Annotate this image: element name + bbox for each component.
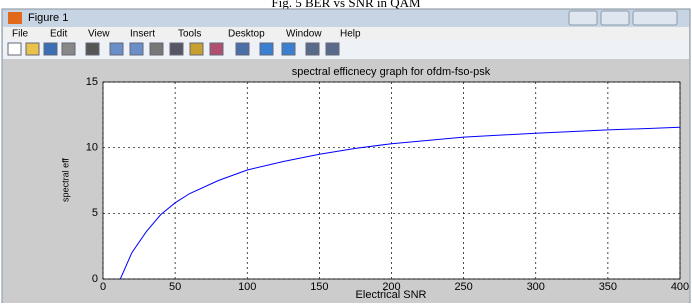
menu-item[interactable]: Insert [130, 29, 155, 40]
x-tick-label: 150 [310, 281, 328, 293]
maximize-button[interactable] [601, 11, 629, 25]
tool-button[interactable] [190, 43, 203, 55]
tool-button[interactable] [86, 43, 99, 55]
tool-button[interactable] [170, 43, 183, 55]
y-tick-label: 0 [92, 273, 98, 285]
tool-button[interactable] [26, 43, 39, 55]
tool-button[interactable] [306, 43, 319, 55]
tool-button[interactable] [8, 43, 21, 55]
tool-button[interactable] [282, 43, 295, 55]
menu-item[interactable]: Window [286, 29, 322, 40]
tool-button[interactable] [326, 43, 339, 55]
menu-item[interactable]: View [88, 29, 110, 40]
x-tick-label: 350 [599, 281, 617, 293]
toolbar [3, 40, 689, 59]
x-tick-label: 300 [527, 281, 545, 293]
tool-button[interactable] [62, 43, 75, 55]
tool-button[interactable] [44, 43, 57, 55]
tool-button[interactable] [150, 43, 163, 55]
window-icon [8, 12, 22, 24]
menu-item[interactable]: File [12, 29, 29, 40]
screen: Fig. 5 BER vs SNR in QAM Figure 1 File Ed… [0, 0, 692, 303]
x-tick-label: 200 [382, 281, 400, 293]
y-tick-label: 15 [86, 76, 98, 88]
y-tick-label: 5 [92, 207, 98, 219]
tool-button[interactable] [210, 43, 223, 55]
tool-button[interactable] [110, 43, 123, 55]
tool-button[interactable] [130, 43, 143, 55]
menu-item[interactable]: Desktop [228, 29, 265, 40]
y-axis-label: spectral eff [60, 158, 70, 202]
plot-area [103, 82, 680, 279]
close-button[interactable] [633, 11, 677, 25]
window-title: Figure 1 [28, 12, 68, 24]
x-tick-label: 0 [100, 281, 106, 293]
x-tick-label: 400 [671, 281, 689, 293]
chart: spectral efficnecy graph for ofdm-fso-ps… [60, 66, 689, 301]
caption: Fig. 5 BER vs SNR in QAM [271, 0, 421, 10]
menu-item[interactable]: Edit [50, 29, 67, 40]
tool-button[interactable] [236, 43, 249, 55]
menu-item[interactable]: Help [340, 29, 361, 40]
chart-title: spectral efficnecy graph for ofdm-fso-ps… [292, 66, 491, 78]
x-tick-label: 50 [169, 281, 181, 293]
menu-item[interactable]: Tools [178, 29, 201, 40]
tool-button[interactable] [260, 43, 273, 55]
menu: File Edit View Insert Tools Desktop Window Help [12, 29, 361, 40]
minimize-button[interactable] [569, 11, 597, 25]
x-tick-label: 100 [238, 281, 256, 293]
y-tick-label: 10 [86, 142, 98, 154]
x-tick-label: 250 [454, 281, 472, 293]
